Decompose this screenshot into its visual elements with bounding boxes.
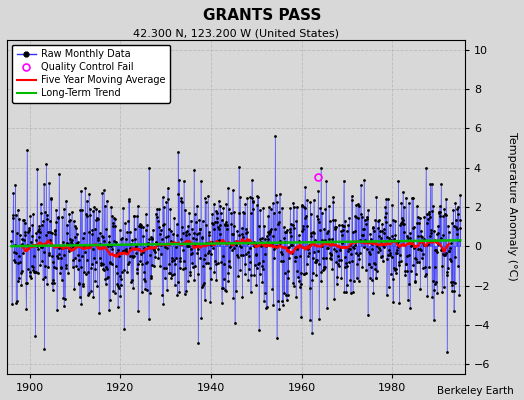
- Title: 42.300 N, 123.200 W (United States): 42.300 N, 123.200 W (United States): [133, 29, 339, 39]
- Legend: Raw Monthly Data, Quality Control Fail, Five Year Moving Average, Long-Term Tren: Raw Monthly Data, Quality Control Fail, …: [12, 44, 170, 103]
- Text: Berkeley Earth: Berkeley Earth: [437, 386, 514, 396]
- Y-axis label: Temperature Anomaly (°C): Temperature Anomaly (°C): [507, 132, 517, 281]
- Text: GRANTS PASS: GRANTS PASS: [203, 8, 321, 23]
